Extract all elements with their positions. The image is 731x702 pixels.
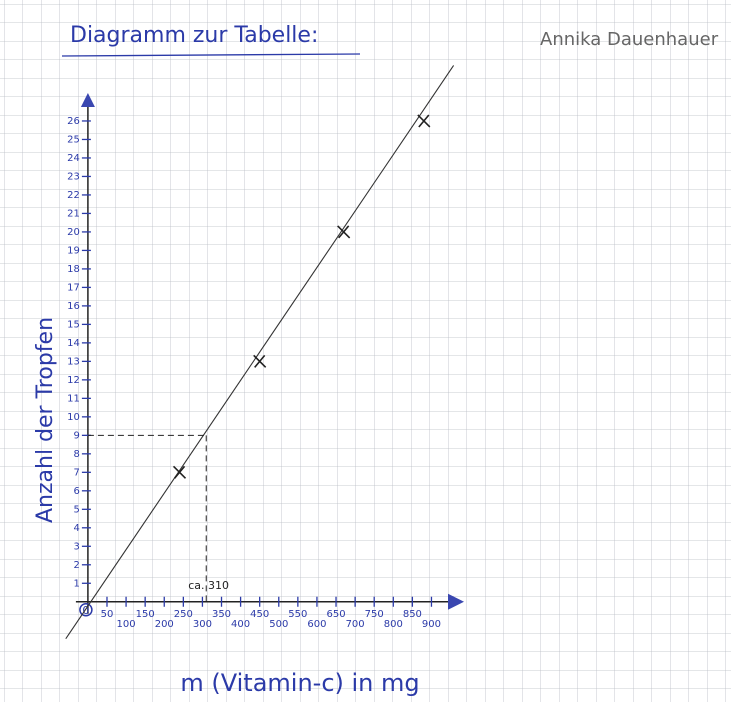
author: Annika Dauenhauer	[540, 29, 719, 50]
y-tick-label: 25	[67, 134, 80, 145]
y-tick-label: 26	[67, 116, 80, 127]
y-tick-label: 20	[67, 227, 80, 238]
y-tick-label: 19	[67, 245, 80, 256]
x-tick-label: 850	[403, 609, 422, 620]
y-tick-label: 2	[74, 560, 80, 571]
x-tick-label: 550	[288, 609, 307, 620]
y-tick-label: 13	[67, 356, 80, 367]
y-tick-label: 11	[67, 393, 80, 404]
x-tick-label: 650	[326, 609, 345, 620]
y-tick-label: 12	[67, 375, 80, 386]
x-tick-label: 800	[384, 619, 403, 630]
y-tick-label: 15	[67, 319, 80, 330]
x-tick-label: 400	[231, 619, 250, 630]
y-tick-label: 21	[67, 208, 80, 219]
y-tick-label: 9	[74, 430, 80, 441]
y-tick-label: 3	[74, 541, 80, 552]
y-tick-label: 7	[74, 467, 80, 478]
y-tick-label: 18	[67, 264, 80, 275]
x-tick-label: 50	[101, 609, 114, 620]
y-tick-label: 8	[74, 449, 80, 460]
x-tick-label: 600	[307, 619, 326, 630]
graph-paper	[0, 0, 731, 702]
y-tick-label: 14	[67, 338, 80, 349]
x-tick-label: 150	[136, 609, 155, 620]
y-tick-label: 6	[74, 486, 80, 497]
x-tick-label: 750	[365, 609, 384, 620]
y-tick-label: 4	[74, 523, 80, 534]
annotation-label: ca. 310	[188, 579, 229, 592]
x-tick-label: 500	[269, 619, 288, 630]
chart: Diagramm zur Tabelle: Annika Dauenhauer …	[0, 0, 731, 702]
chart-title: Diagramm zur Tabelle:	[70, 23, 318, 48]
x-axis-label: m (Vitamin-c) in mg	[180, 669, 419, 697]
y-tick-label: 5	[74, 504, 80, 515]
x-tick-label: 350	[212, 609, 231, 620]
x-tick-label: 100	[117, 619, 136, 630]
x-tick-label: 200	[155, 619, 174, 630]
x-tick-label: 300	[193, 619, 212, 630]
y-tick-label: 23	[67, 171, 80, 182]
x-tick-label: 700	[346, 619, 365, 630]
x-tick-label: 900	[422, 619, 441, 630]
y-tick-label: 10	[67, 412, 80, 423]
x-tick-label: 450	[250, 609, 269, 620]
y-tick-label: 16	[67, 301, 80, 312]
y-axis-label: Anzahl der Tropfen	[33, 317, 58, 523]
y-tick-label: 17	[67, 282, 80, 293]
y-tick-label: 24	[67, 153, 80, 164]
y-tick-label: 1	[74, 578, 80, 589]
x-tick-label: 250	[174, 609, 193, 620]
y-tick-label: 22	[67, 190, 80, 201]
